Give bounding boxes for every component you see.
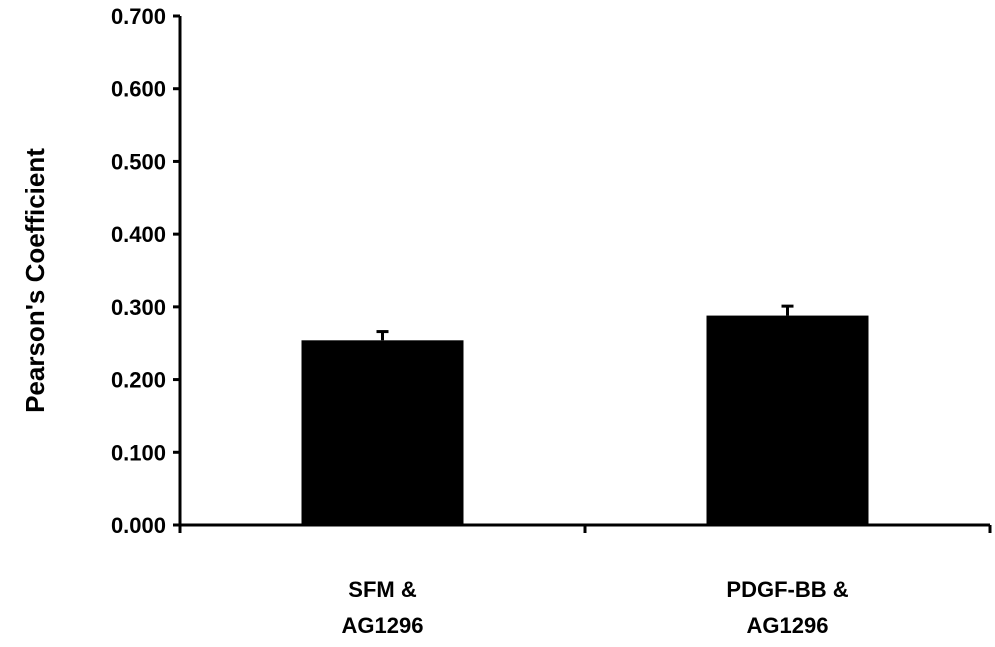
- y-tick-label: 0.700: [111, 4, 166, 29]
- x-category-label: PDGF-BB &: [726, 577, 848, 602]
- y-axis-ticks: 0.000 0.100 0.200 0.300 0.400 0.500 0.600 0.700: [111, 4, 180, 538]
- y-tick-label: 0.200: [111, 368, 166, 393]
- x-axis-ticks: [178, 525, 992, 533]
- bar: [301, 340, 464, 525]
- y-axis-title: Pearson's Coefficient: [20, 148, 50, 413]
- x-category-label: AG1296: [747, 613, 829, 638]
- y-tick-label: 0.400: [111, 222, 166, 247]
- bar: [706, 315, 869, 525]
- y-tick-label: 0.000: [111, 513, 166, 538]
- x-category-label: SFM &: [348, 577, 417, 602]
- bars: [301, 304, 869, 525]
- y-tick-label: 0.600: [111, 77, 166, 102]
- x-category-label: AG1296: [342, 613, 424, 638]
- y-tick-label: 0.100: [111, 440, 166, 465]
- y-tick-label: 0.500: [111, 149, 166, 174]
- category-labels: SFM & AG1296 PDGF-BB & AG1296: [342, 577, 849, 638]
- y-tick-label: 0.300: [111, 295, 166, 320]
